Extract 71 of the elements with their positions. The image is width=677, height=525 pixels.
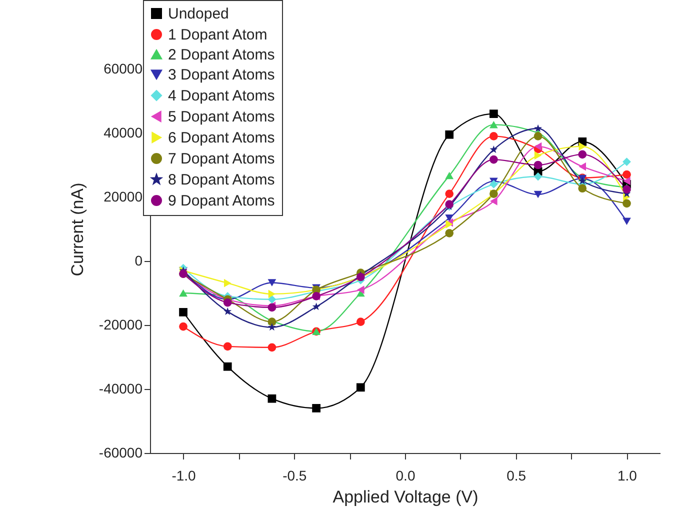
point xyxy=(578,184,587,193)
point xyxy=(578,142,586,151)
point xyxy=(534,190,542,198)
point xyxy=(490,180,498,188)
point xyxy=(445,172,454,180)
legend-label: 6 Dopant Atoms xyxy=(168,130,275,146)
legend-label: 8 Dopant Atoms xyxy=(168,172,275,188)
point xyxy=(357,286,364,294)
y-tick-label: -60000 xyxy=(98,444,143,460)
point xyxy=(534,124,542,132)
point xyxy=(534,132,542,140)
point xyxy=(312,404,320,412)
y-tick-label: 20000 xyxy=(104,188,143,204)
point xyxy=(534,160,542,170)
point xyxy=(534,151,542,160)
x-tick-label: 1.0 xyxy=(618,468,638,484)
point xyxy=(534,172,542,181)
point xyxy=(534,142,542,151)
point xyxy=(445,130,454,139)
legend-label: Undoped xyxy=(168,6,229,22)
point xyxy=(445,214,454,222)
legend-label: 5 Dopant Atoms xyxy=(168,108,275,126)
y-tick-label: 40000 xyxy=(104,124,143,140)
y-axis-title: Current (nA) xyxy=(68,182,87,276)
point xyxy=(445,190,454,198)
point xyxy=(490,155,498,164)
point xyxy=(490,196,498,206)
point xyxy=(223,362,232,371)
y-tick-label: 0 xyxy=(134,252,143,268)
point xyxy=(224,307,232,315)
point xyxy=(356,318,365,326)
point xyxy=(223,342,232,351)
point xyxy=(490,121,498,128)
point xyxy=(490,145,498,154)
point xyxy=(578,162,586,171)
point xyxy=(622,170,631,179)
x-tick-label: -0.5 xyxy=(282,468,307,484)
point xyxy=(622,158,631,166)
x-tick-label: 0.0 xyxy=(396,468,416,484)
point xyxy=(490,132,498,140)
point xyxy=(179,289,188,297)
point xyxy=(268,343,276,352)
point xyxy=(490,110,498,118)
legend-label: 7 Dopant Atoms xyxy=(168,150,275,168)
y-tick-label: 60000 xyxy=(104,60,143,76)
point xyxy=(268,290,276,298)
point xyxy=(179,308,188,316)
legend-label: 3 Dopant Atoms xyxy=(168,66,275,84)
point xyxy=(578,150,587,159)
x-axis-title: Applied Voltage (V) xyxy=(332,488,478,506)
point xyxy=(356,383,365,392)
legend-label: 2 Dopant Atoms xyxy=(168,46,275,64)
point xyxy=(622,199,631,208)
y-tick-label: -20000 xyxy=(98,316,143,332)
point xyxy=(268,394,276,403)
point xyxy=(622,218,631,225)
point xyxy=(623,176,630,186)
legend-label: 9 Dopant Atoms xyxy=(168,192,275,210)
point xyxy=(179,322,188,331)
point xyxy=(224,278,232,288)
point xyxy=(312,302,320,310)
x-tick-label: 0.5 xyxy=(506,468,526,484)
x-tick-label: -1.0 xyxy=(172,468,196,484)
point xyxy=(268,323,276,331)
point xyxy=(268,279,276,286)
point xyxy=(223,298,232,307)
legend-label: 1 Dopant Atom xyxy=(168,26,268,44)
point xyxy=(268,295,276,304)
point xyxy=(445,228,454,238)
y-tick-label: -40000 xyxy=(98,380,143,396)
legend-label: 4 Dopant Atoms xyxy=(168,88,275,104)
